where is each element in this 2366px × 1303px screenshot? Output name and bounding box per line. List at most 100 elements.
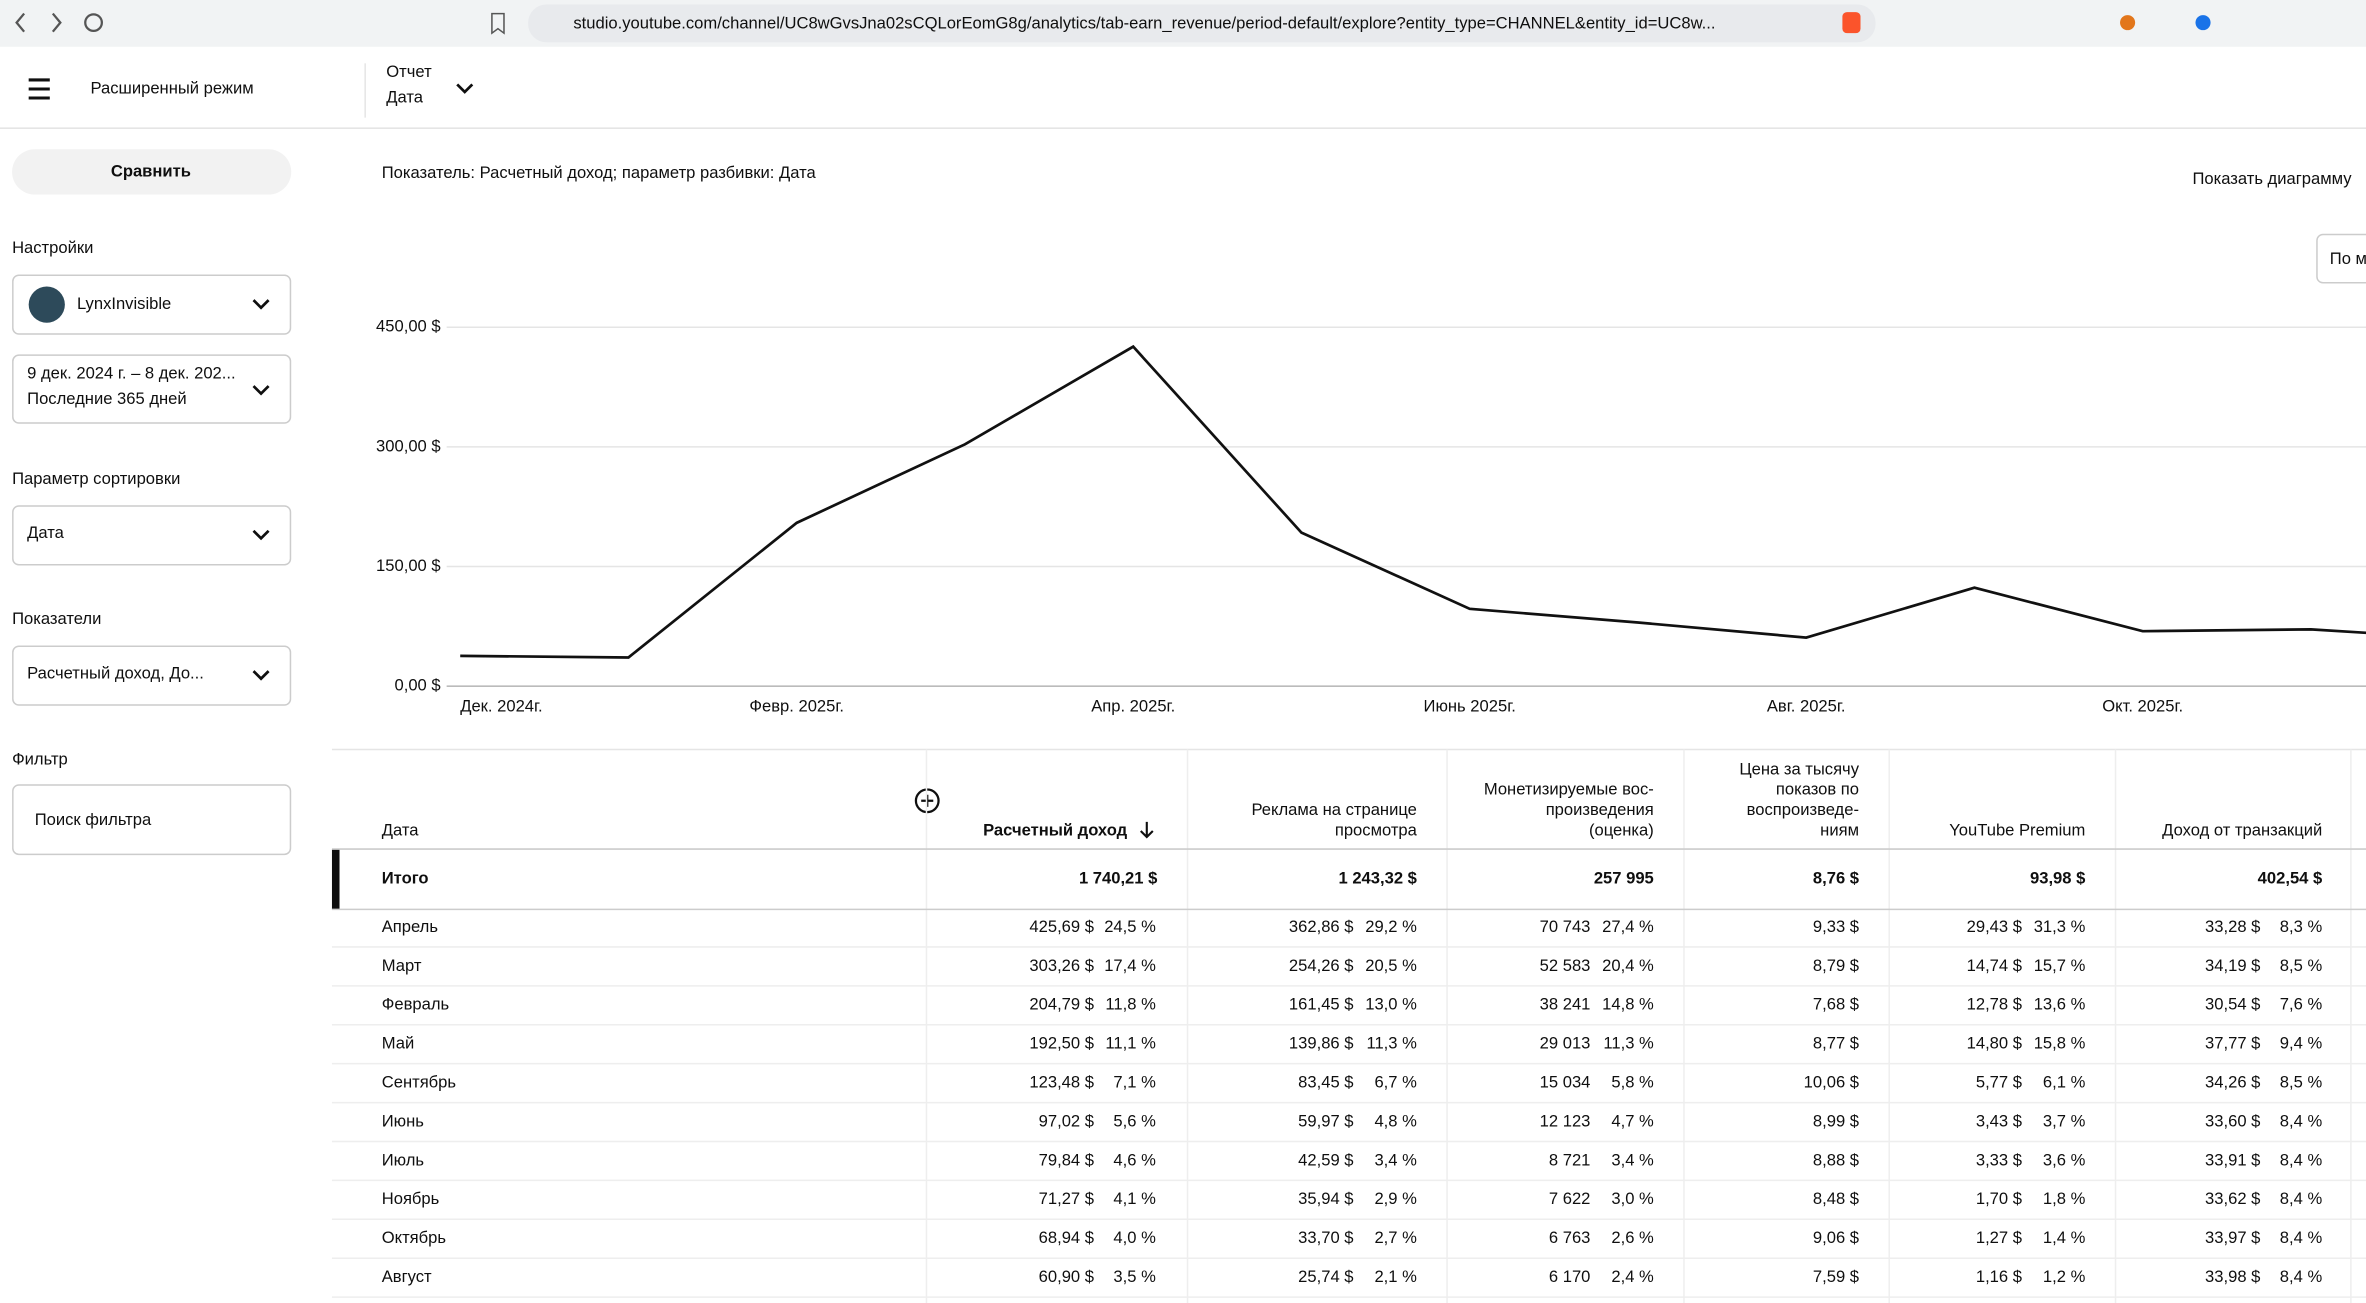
cell: 52 583 <box>1540 956 1591 975</box>
compare-button[interactable] <box>12 149 292 195</box>
cell: 3,43 $ <box>1976 1111 2022 1130</box>
column-header: Монетизируемые вос- <box>1484 780 1654 799</box>
date-select[interactable] <box>12 354 292 424</box>
ext-icon[interactable] <box>2120 15 2136 31</box>
report-value[interactable]: Дата <box>386 87 423 106</box>
cell: 14,8 % <box>1602 995 1654 1014</box>
report-label: Отчет <box>386 62 432 81</box>
cell: 35,94 $ <box>1298 1189 1353 1208</box>
cell: 5,8 % <box>1611 1072 1654 1091</box>
row-label: Сентябрь <box>382 1072 456 1091</box>
cell: 17,4 % <box>1104 956 1156 975</box>
y-tick-label: 0,00 $ <box>395 676 441 695</box>
chevron[interactable] <box>456 83 474 94</box>
channel-select[interactable] <box>12 274 292 335</box>
cell: 33,97 $ <box>2205 1228 2260 1247</box>
show-chart[interactable]: Показать диаграмму <box>2192 169 2352 188</box>
cell: 2,9 % <box>1374 1189 1417 1208</box>
panel-title: Показатель: Расчетный доход; параметр ра… <box>382 163 817 182</box>
row-label: Ноябрь <box>382 1189 440 1208</box>
cell: 9,33 $ <box>1813 917 1859 936</box>
menu[interactable] <box>28 78 50 100</box>
cell: 8,77 $ <box>1813 1034 1859 1053</box>
row-label: Апрель <box>382 917 438 936</box>
column-header: показов по <box>1776 780 1859 799</box>
cell: 1,8 % <box>2043 1189 2086 1208</box>
cell: 9,06 $ <box>1813 1228 1859 1247</box>
settings-label: Настройки <box>12 238 93 257</box>
total-cell: 8,76 $ <box>1813 869 1859 888</box>
cell: 11,1 % <box>1105 1034 1156 1053</box>
period: Последние 365 дней <box>27 389 186 408</box>
period-button[interactable] <box>2316 233 2366 284</box>
cell: 11,3 % <box>1366 1034 1417 1053</box>
cell: 29 013 <box>1540 1034 1591 1053</box>
total-cell: 1 740,21 $ <box>1079 869 1157 888</box>
cell: 3,5 % <box>1113 1267 1156 1286</box>
sort-arrow[interactable] <box>1140 821 1154 839</box>
cell: 14,80 $ <box>1967 1034 2022 1053</box>
cell: 3,6 % <box>2043 1150 2086 1169</box>
cell: 83,45 $ <box>1298 1072 1353 1091</box>
column-header: YouTube Premium <box>1949 820 2085 839</box>
avatar <box>28 286 65 323</box>
x-tick-label: Авг. 2025г. <box>1767 697 1846 716</box>
filter-placeholder: Поиск фильтра <box>35 810 152 829</box>
cell: 24,5 % <box>1104 917 1156 936</box>
address-bar[interactable] <box>528 4 1876 43</box>
cell: 6 763 <box>1549 1228 1591 1247</box>
column-header: просмотра <box>1335 820 1418 839</box>
row-label: Март <box>382 956 422 975</box>
y-tick-label: 450,00 $ <box>376 317 441 336</box>
cell: 34,26 $ <box>2205 1072 2260 1091</box>
cell: 11,8 % <box>1105 995 1156 1014</box>
total-row <box>331 849 2366 910</box>
cell: 33,62 $ <box>2205 1189 2260 1208</box>
cell: 7,6 % <box>2280 995 2323 1014</box>
cell: 5,6 % <box>1113 1111 1156 1130</box>
metrics-select[interactable] <box>12 645 292 706</box>
x-tick-label: Окт. 2025г. <box>2102 697 2183 716</box>
nav-icons[interactable] <box>15 12 62 33</box>
cell: 8,3 % <box>2280 917 2323 936</box>
cell: 60,90 $ <box>1039 1267 1094 1286</box>
column-header: Дата <box>382 820 419 839</box>
cell: 97,02 $ <box>1039 1111 1094 1130</box>
chart: 0,00 $ 150,00 $ 300,00 $ 450,00 $ Дек. 2024г… <box>376 317 2366 716</box>
bookmark[interactable] <box>491 12 505 35</box>
row-label: Июль <box>382 1150 424 1169</box>
brave-icon[interactable] <box>1842 12 1861 34</box>
cell: 68,94 $ <box>1039 1228 1094 1247</box>
cell: 12,78 $ <box>1967 995 2022 1014</box>
cell: 254,26 $ <box>1289 956 1354 975</box>
sort-select[interactable] <box>12 505 292 566</box>
filter-input[interactable] <box>12 784 292 856</box>
ext-icon[interactable] <box>2195 15 2211 31</box>
cell: 13,0 % <box>1365 995 1417 1014</box>
chevrons[interactable] <box>252 299 270 681</box>
cell: 33,60 $ <box>2205 1111 2260 1130</box>
column-header: произведения <box>1546 800 1654 819</box>
cell: 6 170 <box>1549 1267 1591 1286</box>
cell: 3,7 % <box>2043 1111 2086 1130</box>
cell: 33,28 $ <box>2205 917 2260 936</box>
date-range: 9 дек. 2024 г. – 8 дек. 202... <box>27 363 235 382</box>
channel-name: LynxInvisible <box>77 294 171 313</box>
cell: 3,33 $ <box>1976 1150 2022 1169</box>
cell: 9,4 % <box>2280 1034 2323 1053</box>
cell: 8,4 % <box>2280 1189 2323 1208</box>
cell: 2,7 % <box>1374 1228 1417 1247</box>
cell: 33,98 $ <box>2205 1267 2260 1286</box>
cell: 4,1 % <box>1113 1189 1156 1208</box>
total-cell: Итого <box>382 869 429 888</box>
reload[interactable] <box>84 13 103 33</box>
cell: 8,4 % <box>2280 1111 2323 1130</box>
url: studio.youtube.com/channel/UC8wGvsJna02s… <box>573 14 1715 33</box>
cell: 303,26 $ <box>1029 956 1094 975</box>
cell: 8,88 $ <box>1813 1150 1859 1169</box>
cell: 8,4 % <box>2280 1228 2323 1247</box>
cell: 38 241 <box>1540 995 1591 1014</box>
cell: 3,4 % <box>1374 1150 1417 1169</box>
